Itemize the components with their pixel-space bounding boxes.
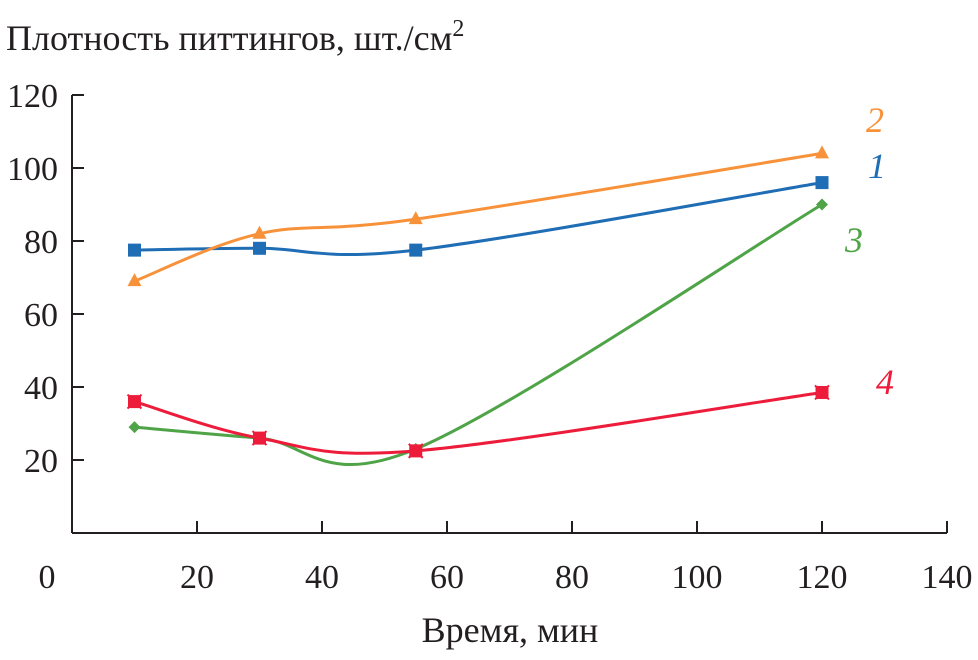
data-point-star	[126, 393, 143, 410]
y-axis-label: Плотность питтингов, шт./см2	[6, 16, 464, 58]
x-tick-label: 60	[430, 559, 464, 596]
data-point-triangle	[252, 225, 267, 239]
y-tick-label: 100	[7, 151, 58, 188]
data-point-square	[815, 176, 829, 190]
data-point-square	[409, 243, 423, 257]
series-3	[128, 198, 828, 466]
x-tick-label: 120	[797, 559, 848, 596]
data-point-star	[251, 430, 268, 446]
x-tick-label: 100	[672, 559, 723, 596]
x-tick-label: 140	[922, 559, 973, 596]
series-line	[134, 181, 823, 257]
data-point-triangle	[127, 273, 142, 287]
series-line	[133, 151, 823, 283]
data-point-star	[814, 384, 830, 401]
data-point-square	[253, 241, 266, 255]
y-tick-label: 80	[24, 224, 58, 261]
y-tick-label: 60	[24, 297, 58, 334]
data-point-diamond	[816, 198, 828, 211]
series-line	[134, 390, 823, 455]
y-tick-label: 120	[7, 78, 58, 115]
x-tick-label: 20	[180, 559, 214, 596]
series-label-1: 1	[868, 146, 886, 186]
x-tick-label: 0	[39, 559, 56, 596]
x-tick-label: 80	[555, 559, 589, 596]
x-tick-label: 40	[305, 559, 339, 596]
data-point-triangle	[408, 211, 423, 225]
y-tick-label: 40	[24, 370, 58, 407]
series-2	[127, 145, 829, 287]
series-line	[134, 203, 823, 466]
data-point-diamond	[128, 421, 141, 434]
series-4	[126, 384, 830, 459]
series-1	[128, 176, 829, 257]
y-tick-label: 20	[24, 443, 58, 480]
x-axis-label: Время, мин	[422, 610, 599, 650]
data-point-triangle	[815, 145, 829, 159]
series-label-4: 4	[876, 362, 894, 402]
data-point-square	[128, 243, 141, 257]
series-label-3: 3	[844, 220, 863, 260]
data-point-star	[408, 443, 424, 459]
series-label-2: 2	[866, 100, 884, 140]
